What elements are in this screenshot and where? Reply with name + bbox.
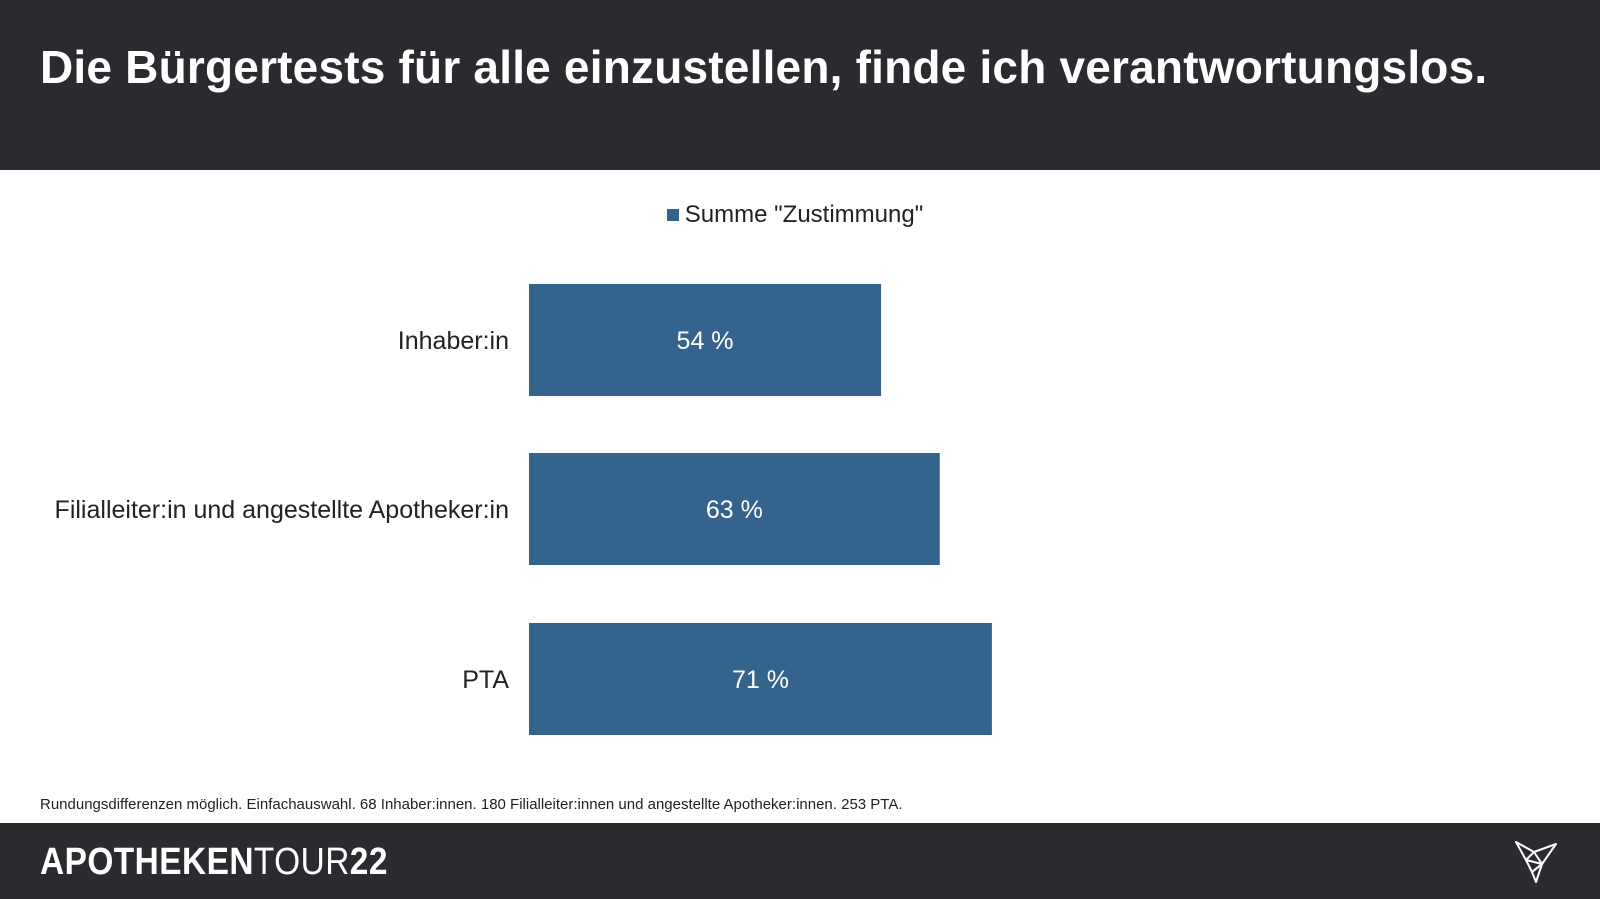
page-title: Die Bürgertests für alle einzustellen, f… [40,41,1488,93]
bar-chart: 54 % Inhaber:in 63 % Filialleiter:in und an… [55,284,992,735]
origami-bird-icon [1515,841,1557,883]
bar-1 [529,284,882,396]
footer-bar: APOTHEKENTOUR22 [0,823,1600,899]
bar-data-label-2: 63 % [706,496,763,524]
footnote: Rundungsdifferenzen möglich. Einfachausw… [40,796,903,813]
brand-logo: APOTHEKENTOUR22 [40,841,388,883]
bar-data-label-3: 71 % [732,666,789,694]
bar-data-label-1: 54 % [677,327,734,355]
header-bar: Die Bürgertests für alle einzustellen, f… [0,0,1600,170]
category-label-2: Filialleiter:in und angestellte Apotheke… [55,496,509,524]
bar-3 [529,623,992,735]
bar-2 [529,453,940,565]
chart-legend: Summe "Zustimmung" [0,201,1600,229]
legend-swatch [666,209,679,221]
legend-label: Summe "Zustimmung" [684,201,924,228]
category-label-3: PTA [462,666,509,694]
category-label-1: Inhaber:in [398,327,509,355]
